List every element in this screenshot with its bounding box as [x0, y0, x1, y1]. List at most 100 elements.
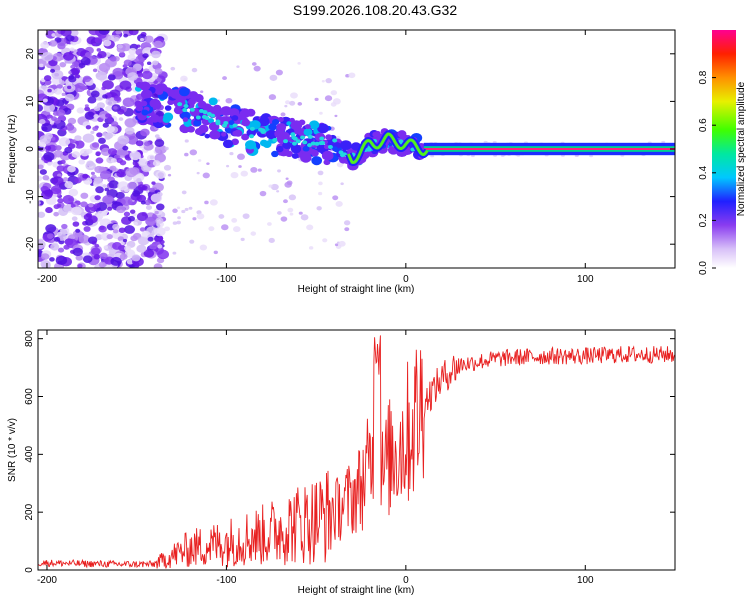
noise-cell	[69, 47, 75, 52]
noise-cell	[117, 108, 125, 115]
noise-cell	[47, 88, 52, 93]
noise-cell	[129, 209, 136, 214]
noise-cell	[90, 90, 100, 98]
noise-cell	[155, 217, 164, 224]
noise-cell	[102, 122, 109, 128]
noise-cell	[276, 190, 280, 193]
noise-cell	[172, 208, 178, 213]
noise-cell	[297, 102, 303, 106]
noise-cell	[121, 196, 133, 206]
noise-cell	[50, 243, 60, 251]
noise-cell	[297, 62, 301, 65]
ridge-cell	[149, 114, 160, 123]
snr-line	[38, 335, 675, 569]
noise-cell	[88, 203, 94, 208]
noise-cell	[53, 236, 61, 242]
snr-x-tick-label: -200	[37, 575, 57, 586]
ridge-cell	[204, 133, 211, 139]
noise-cell	[230, 171, 239, 179]
noise-cell	[51, 124, 57, 129]
noise-cell	[199, 244, 208, 251]
noise-cell	[43, 75, 52, 82]
noise-cell	[574, 154, 579, 158]
noise-cell	[283, 199, 288, 204]
noise-cell	[140, 128, 150, 137]
snr-x-ticks: -200 -100 0 100	[37, 330, 594, 586]
noise-cell	[51, 176, 64, 186]
noise-cell	[325, 78, 332, 84]
snr-x-label: Height of straight line (km)	[298, 585, 415, 596]
noise-cell	[44, 145, 52, 151]
snr-x-tick-label: 0	[403, 575, 409, 586]
noise-cell	[144, 141, 151, 147]
noise-cell	[113, 105, 118, 110]
noise-cell	[119, 51, 126, 57]
snr-series	[38, 335, 675, 569]
noise-cell	[45, 224, 57, 233]
snr-y-tick-label: 800	[24, 330, 35, 347]
noise-cell	[154, 134, 160, 139]
ridge-cell	[180, 111, 191, 120]
noise-cell	[113, 36, 120, 42]
noise-cell	[94, 243, 100, 248]
noise-cell	[70, 206, 82, 216]
noise-cell	[107, 206, 113, 211]
noise-cell	[67, 122, 73, 127]
noise-cell	[82, 255, 93, 264]
ridge-core	[318, 141, 324, 146]
noise-cell	[128, 48, 138, 55]
colorbar-gradient	[712, 30, 736, 268]
ridge-cell	[178, 87, 190, 97]
ridge-core	[338, 150, 344, 155]
noise-cell	[189, 149, 198, 156]
noise-cell	[123, 59, 132, 67]
noise-cell	[146, 61, 152, 66]
noise-cell	[170, 66, 176, 71]
noise-cell	[236, 65, 240, 68]
noise-cell	[101, 86, 107, 91]
noise-cell	[39, 169, 47, 175]
noise-cell	[105, 132, 113, 139]
ridge-cell	[221, 132, 227, 137]
ridge-cell	[310, 148, 316, 154]
noise-cell	[98, 225, 107, 233]
noise-cell	[127, 182, 137, 190]
noise-cell	[145, 216, 158, 227]
noise-cell	[308, 246, 314, 250]
colorbar-tick-label: 0.8	[698, 70, 709, 84]
noise-cell	[67, 165, 76, 173]
noise-cell	[55, 109, 66, 117]
ridge-cell	[268, 123, 277, 131]
noise-cell	[109, 167, 114, 171]
noise-cell	[298, 211, 303, 215]
noise-cell	[56, 83, 63, 89]
noise-cell	[127, 72, 139, 81]
noise-cell	[103, 245, 109, 250]
spectrogram-x-tick-label: 100	[577, 274, 594, 285]
noise-cell	[99, 170, 112, 180]
ridge-cell	[286, 121, 292, 126]
noise-cell	[151, 181, 156, 185]
ridge-cell	[325, 134, 333, 141]
ridge-cell	[155, 88, 164, 95]
noise-cell	[288, 194, 297, 201]
noise-cell	[56, 165, 65, 172]
noise-cell	[75, 254, 83, 261]
noise-cell	[50, 68, 56, 73]
noise-cell	[102, 184, 107, 188]
noise-cell	[84, 104, 89, 108]
noise-cell	[202, 172, 210, 179]
noise-cell	[324, 95, 333, 102]
noise-cell	[172, 251, 177, 255]
ridge-core	[314, 141, 320, 146]
noise-cell	[40, 259, 51, 268]
ridge-cell	[271, 118, 280, 126]
ridge-cell	[141, 109, 149, 116]
noise-cell	[93, 254, 101, 260]
spectrogram-x-tick-label: 0	[403, 274, 409, 285]
noise-cell	[155, 203, 165, 211]
noise-cell	[93, 203, 101, 209]
noise-cell	[136, 212, 149, 222]
noise-cell	[124, 245, 132, 252]
